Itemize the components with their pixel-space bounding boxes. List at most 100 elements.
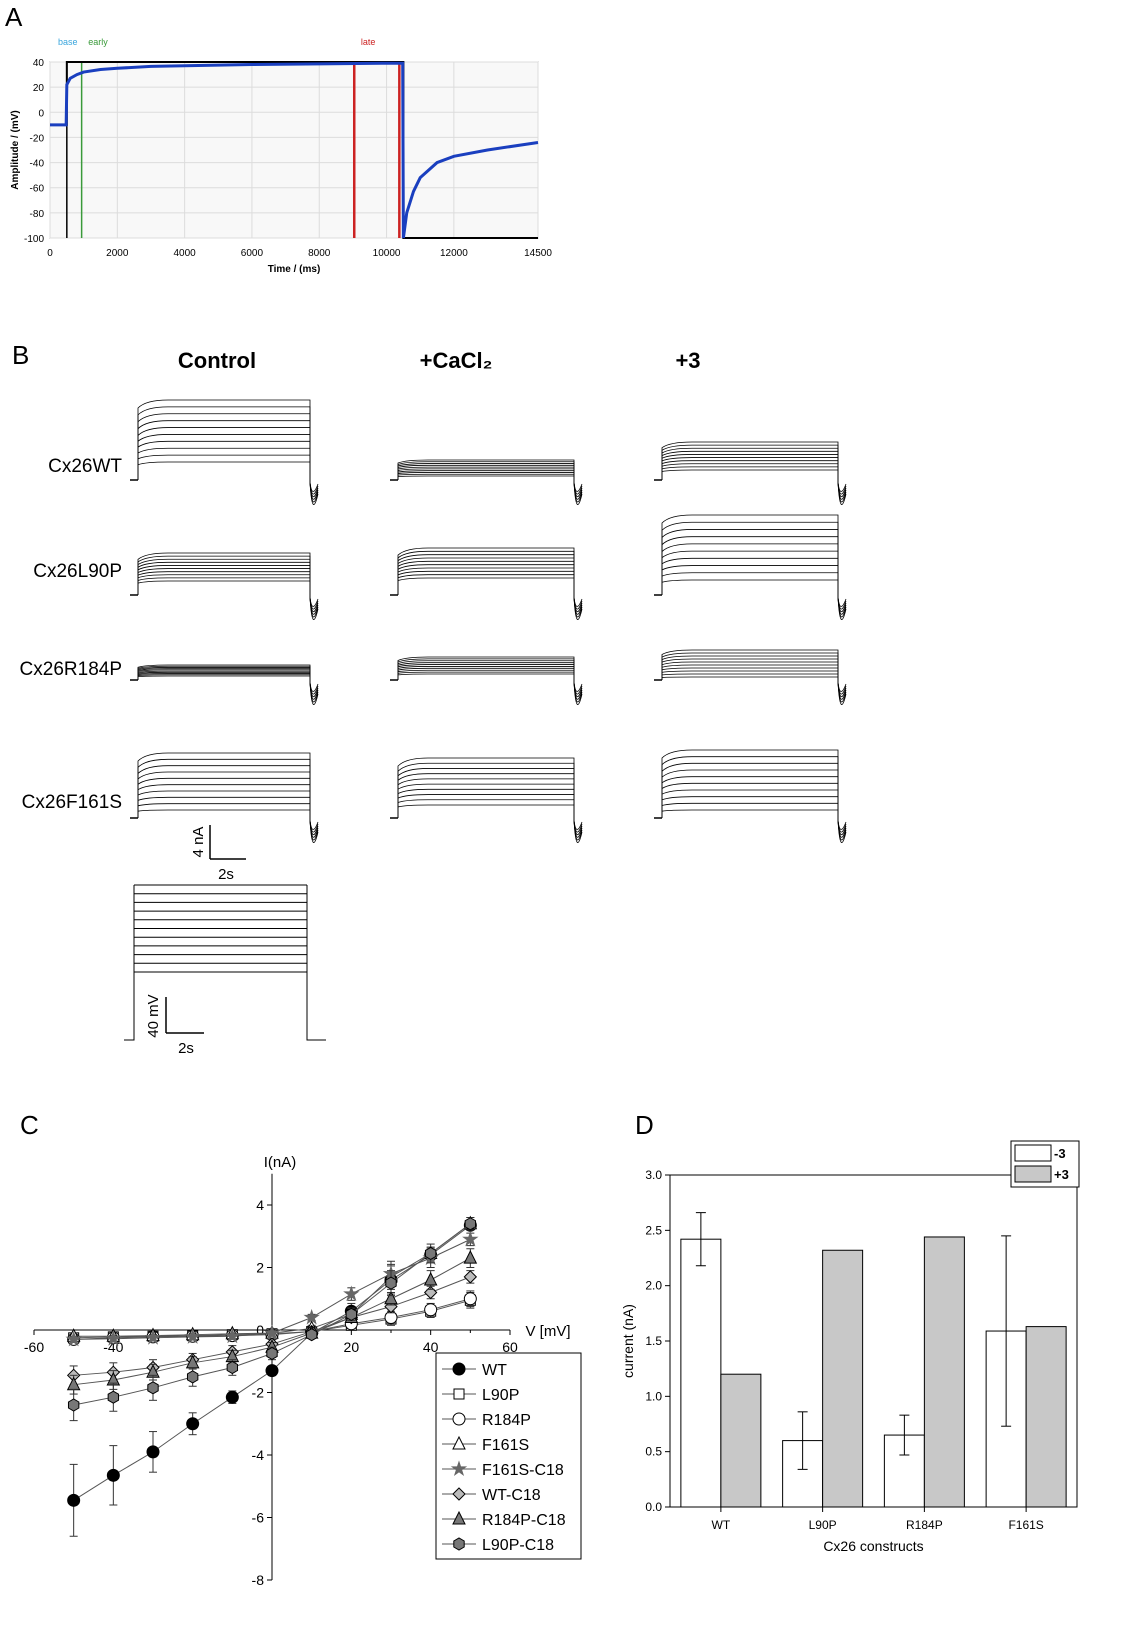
data-point (146, 1445, 160, 1459)
data-point (67, 1398, 80, 1412)
current-trace (137, 809, 311, 822)
protocol-outline (124, 885, 326, 1041)
current-trace (137, 461, 311, 484)
tail-current (309, 596, 319, 620)
data-point (186, 1370, 199, 1384)
current-trace (661, 536, 839, 599)
current-trace (661, 444, 839, 484)
current-trace (661, 454, 839, 484)
scale-voltage-time-label: 2s (178, 1040, 194, 1057)
current-trace (397, 757, 575, 822)
x-tick-label: 8000 (308, 248, 331, 259)
data-point (452, 1362, 466, 1376)
current-trace (397, 762, 575, 822)
current-trace (397, 804, 575, 822)
legend-label: L90P (482, 1387, 519, 1404)
current-trace (661, 789, 839, 822)
current-trace (137, 803, 311, 822)
bar (923, 1236, 965, 1508)
current-trace (661, 776, 839, 822)
data-point (105, 1330, 122, 1346)
tail-current (837, 681, 847, 705)
data-point (385, 1276, 397, 1290)
current-trace (661, 649, 839, 684)
current-trace (661, 441, 839, 484)
current-trace (397, 669, 575, 684)
current-trace (397, 574, 575, 599)
y-tick-label: -8 (252, 1572, 265, 1588)
tail-current (309, 481, 319, 505)
legend-swatch (1014, 1165, 1052, 1183)
current-trace (661, 762, 839, 822)
y-tick-label: 2 (256, 1260, 264, 1276)
column-title: Control (178, 348, 256, 373)
x-tick-label: 10000 (373, 248, 401, 259)
legend-label: L90P-C18 (482, 1537, 554, 1554)
current-trace (397, 459, 575, 484)
scale-voltage-label: 40 mV (145, 994, 162, 1037)
current-trace (397, 656, 575, 684)
current-trace (137, 427, 311, 484)
tail-current (837, 819, 847, 843)
tail-current (573, 681, 583, 705)
current-trace (397, 547, 575, 599)
x-tick-label: -40 (103, 1339, 123, 1355)
current-trace (661, 802, 839, 822)
legend-box (435, 1352, 582, 1560)
current-trace (661, 543, 839, 599)
data-point (224, 1327, 241, 1344)
data-point (186, 1417, 200, 1431)
data-point (464, 1217, 477, 1231)
current-trace (137, 406, 311, 484)
current-trace (661, 652, 839, 684)
data-point (226, 1360, 239, 1375)
current-trace (661, 661, 839, 684)
current-trace (397, 783, 575, 822)
legend-label: F161S (482, 1437, 529, 1454)
data-point (66, 1376, 81, 1391)
panel-letter-d: D (635, 1110, 654, 1140)
current-trace (397, 778, 575, 822)
data-point (423, 1271, 438, 1286)
current-trace (397, 472, 575, 484)
current-trace (397, 660, 575, 684)
tail-current (309, 681, 319, 705)
current-trace (137, 674, 311, 684)
data-point (266, 1346, 278, 1361)
data-point (453, 1537, 465, 1551)
current-trace (661, 749, 839, 822)
x-tick-label: 4000 (173, 248, 196, 259)
current-trace (137, 552, 311, 599)
chart-panel-a: 0 2000 4000 6000 8000 10000 12000 14500 40 20 0 -20… (10, 37, 552, 275)
x-tick-label: L90P (809, 1518, 837, 1532)
bar (720, 1373, 762, 1508)
x-tick-label: 40 (423, 1339, 439, 1355)
current-trace (397, 461, 575, 484)
current-trace (397, 550, 575, 599)
data-point (303, 1308, 320, 1325)
current-trace (137, 664, 311, 684)
x-tick-label: -60 (24, 1339, 44, 1355)
current-trace (137, 758, 311, 822)
x-tick-label: 60 (502, 1339, 518, 1355)
scale-current-label: 4 nA (190, 827, 207, 858)
y-tick-label: 0.0 (645, 1500, 662, 1514)
y-tick-label: 3.0 (645, 1168, 662, 1182)
current-trace (397, 557, 575, 599)
current-trace (137, 752, 311, 822)
current-trace (661, 796, 839, 822)
current-trace (137, 565, 311, 599)
x-tick-label: F161S (1008, 1518, 1043, 1532)
series-line (50, 61, 539, 239)
x-tick-label: R184P (906, 1518, 943, 1532)
current-trace (397, 564, 575, 599)
current-trace (397, 570, 575, 599)
current-trace (397, 788, 575, 822)
current-trace (137, 671, 311, 684)
current-trace (137, 420, 311, 484)
y-tick-label: 1.0 (645, 1389, 662, 1403)
x-axis-label: V [mV] (525, 1323, 570, 1340)
current-trace (397, 662, 575, 684)
current-trace (397, 658, 575, 684)
row-label: Cx26L90P (33, 561, 122, 582)
